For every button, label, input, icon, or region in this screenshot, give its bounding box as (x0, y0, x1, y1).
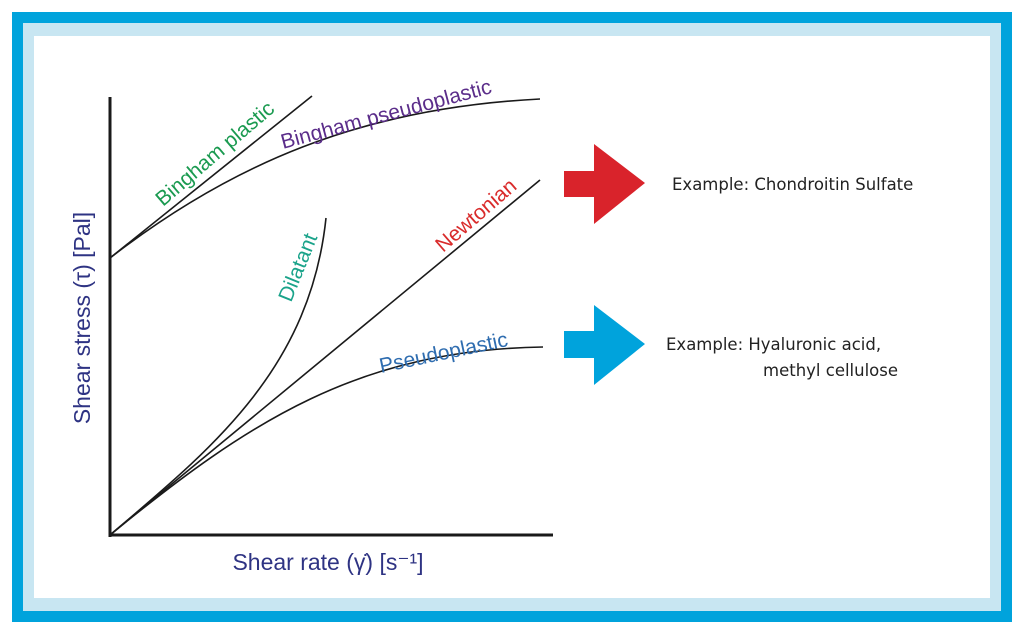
bingham-pseudoplastic-curve (109, 98, 541, 259)
newtonian-curve (109, 179, 541, 536)
red-arrow-icon (564, 144, 645, 224)
y-axis-label: Shear stress (τ) [Pal] (69, 212, 95, 424)
pseudoplastic-curve (109, 346, 544, 536)
blue-arrow-icon (564, 305, 645, 385)
x-axis-label: Shear rate (γ̇) [s⁻¹] (232, 549, 423, 575)
chondroitin-example: Example: Chondroitin Sulfate (672, 175, 913, 194)
bingham-plastic-curve (109, 95, 313, 259)
hyaluronic-example: Example: Hyaluronic acid, (666, 335, 881, 354)
dilatant-curve (109, 217, 327, 536)
methyl-cellulose-example: methyl cellulose (763, 361, 898, 380)
diagram-canvas (34, 36, 990, 598)
